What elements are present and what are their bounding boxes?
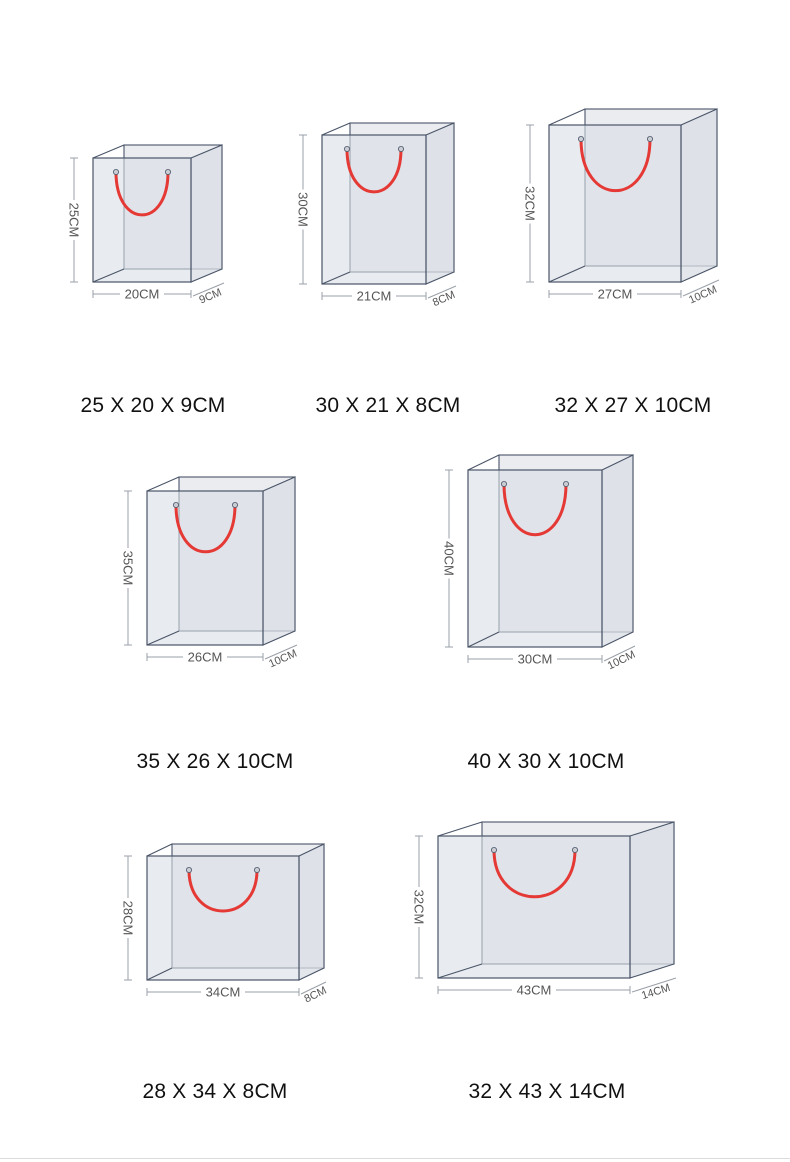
bag-3-height-label: 32CM	[523, 186, 538, 221]
bag-7-width-label: 43CM	[517, 983, 552, 998]
bag-3-top-edge	[548, 108, 586, 126]
bag-6-front-panel	[146, 855, 300, 981]
bag-5-height-label: 40CM	[442, 541, 457, 576]
bag-5-bottom-edge	[467, 631, 500, 648]
bag-7-handle	[492, 848, 577, 899]
bag-6-handle	[187, 868, 259, 913]
bag-6-width-label: 34CM	[206, 985, 241, 1000]
bag-2-caption: 30 X 21 X 8CM	[315, 394, 461, 417]
bag-2-depth-line	[427, 285, 457, 299]
bag-3-caption: 32 X 27 X 10CM	[554, 394, 712, 417]
bag-2-grommet-left	[343, 145, 350, 152]
bag-1-width-label: 20CM	[125, 287, 160, 302]
bag-5-width-label: 30CM	[518, 652, 553, 667]
bag-7-height-label: 32CM	[412, 890, 427, 925]
bag-6-depth-label: 8CM	[302, 985, 328, 1006]
bag-6-height-label: 28CM	[121, 901, 136, 936]
bottom-divider	[0, 1158, 790, 1159]
bag-3-bottom-edge	[548, 265, 586, 283]
bag-4-width-label: 26CM	[188, 650, 223, 665]
bag-5-depth-line	[603, 645, 636, 662]
bag-3-grommet-left	[578, 135, 585, 142]
bag-3-front-panel	[548, 124, 682, 283]
bag-6-caption: 28 X 34 X 8CM	[142, 1080, 288, 1103]
bag-3-side-panel	[680, 108, 718, 283]
bag-2-bottom-edge	[321, 271, 351, 285]
bag-2-width-label: 21CM	[357, 289, 392, 304]
bag-4-height-label: 35CM	[121, 551, 136, 586]
bag-7-depth-line	[631, 977, 677, 993]
bag-1-bottom-edge	[92, 268, 125, 283]
bag-1-height-label: 25CM	[67, 203, 82, 238]
bag-4-grommet-left	[172, 501, 179, 508]
bag-2-grommet-right	[397, 145, 404, 152]
bag-7-depth-label: 14CM	[640, 982, 672, 1002]
bag-2-depth-label: 8CM	[431, 289, 457, 309]
bag-5-caption: 40 X 30 X 10CM	[467, 750, 625, 773]
bag-3-handle	[579, 137, 652, 192]
bag-7: 32CM 43CM 14CM	[411, 821, 677, 1002]
bag-5-front-panel	[467, 469, 603, 648]
bag-4-side-panel	[262, 476, 296, 646]
bag-5-handle	[502, 482, 568, 536]
bag-6-side-panel	[298, 843, 325, 981]
bag-2-top-edge	[321, 122, 351, 136]
bag-4-bottom-edge	[146, 630, 180, 646]
bag-2: 30CM 21CM 8CM	[295, 122, 457, 309]
bag-7-grommet-right	[572, 847, 579, 854]
bag-6: 28CM 34CM 8CM	[120, 843, 329, 1006]
bag-1-caption: 25 X 20 X 9CM	[80, 394, 226, 417]
bag-4-depth-line	[264, 644, 298, 660]
bag-7-front-panel	[437, 835, 631, 979]
bag-1-depth-label: 9CM	[197, 286, 223, 306]
bag-3-grommet-right	[647, 135, 654, 142]
bag-6-grommet-right	[253, 867, 260, 874]
bag-5-side-panel	[601, 454, 634, 648]
bag-6-depth-line	[300, 981, 327, 995]
bag-7-top-edge	[437, 821, 483, 837]
bag-3-depth-line	[682, 279, 720, 297]
bag-1-grommet-right	[164, 168, 171, 175]
bag-6-grommet-left	[185, 867, 192, 874]
bag-6-bottom-edge	[146, 967, 173, 981]
bag-1-front-panel	[92, 157, 192, 283]
bag-2-handle	[345, 147, 403, 194]
bag-2-height-label: 30CM	[296, 192, 311, 227]
bag-4-handle	[174, 503, 237, 554]
bag-5-grommet-left	[500, 480, 507, 487]
bag-1-top-edge	[92, 144, 125, 159]
bag-7-bottom-edge	[437, 963, 483, 979]
bag-2-side-panel	[425, 122, 455, 285]
bag-1: 25CM 20CM 9CM	[66, 144, 225, 307]
bag-5-grommet-right	[563, 480, 570, 487]
bag-1-side-panel	[190, 144, 223, 283]
bag-4-grommet-right	[231, 501, 238, 508]
bag-5-top-edge	[467, 454, 500, 471]
bag-1-handle	[114, 170, 170, 217]
bag-1-depth-line	[192, 282, 225, 297]
bag-2-front-panel	[321, 134, 427, 285]
bag-4-top-edge	[146, 476, 180, 492]
bag-7-grommet-left	[490, 847, 497, 854]
bag-3-width-label: 27CM	[598, 287, 633, 302]
bag-6-top-edge	[146, 843, 173, 857]
bag-4-front-panel	[146, 490, 264, 646]
bag-7-caption: 32 X 43 X 14CM	[468, 1080, 626, 1103]
bag-1-grommet-left	[113, 168, 120, 175]
bag-7-side-panel	[629, 821, 675, 979]
bag-4-caption: 35 X 26 X 10CM	[136, 750, 294, 773]
